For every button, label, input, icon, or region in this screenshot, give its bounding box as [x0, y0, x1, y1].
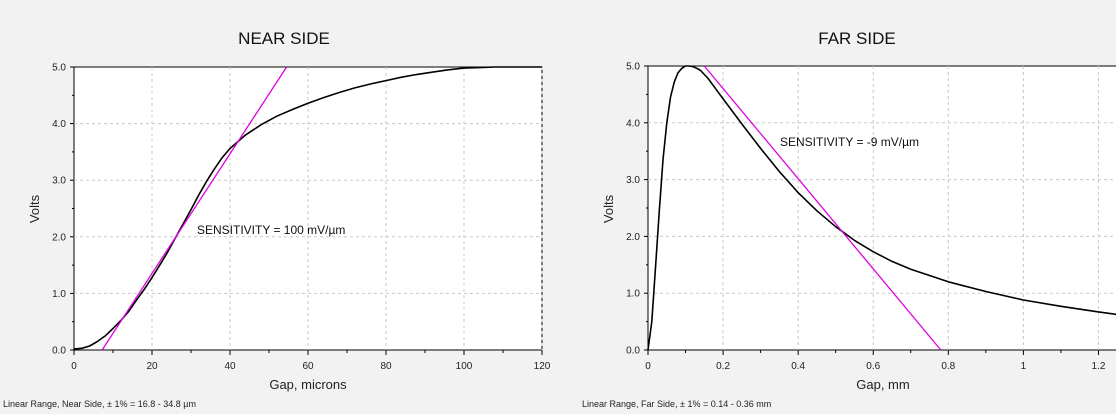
near-side-y-axis-title: Volts [27, 194, 42, 223]
near-side-y-tick-label: 3.0 [52, 176, 66, 187]
far-side-linear-range-note: Linear Range, Far Side, ± 1% = 0.14 - 0.… [582, 399, 771, 409]
near-side-x-tick-label: 20 [146, 361, 158, 372]
near-side-linear-range-note: Linear Range, Near Side, ± 1% = 16.8 - 3… [3, 399, 196, 409]
far-side-x-tick-label: 0.4 [791, 361, 805, 372]
far-side-y-tick-label: 3.0 [626, 175, 640, 186]
near-side-response-curve [73, 66, 542, 350]
far-side-x-axis-title: Gap, mm [856, 377, 909, 392]
near-side-y-tick-label: 2.0 [52, 232, 66, 243]
far-side-sensitivity-line [703, 65, 942, 351]
near-side-title: NEAR SIDE [238, 29, 330, 48]
near-side-series [73, 66, 542, 351]
near-side-y-tick-label: 0.0 [52, 346, 66, 357]
near-side-y-tick-label: 4.0 [52, 119, 66, 130]
far-side-y-tick-label: 0.0 [626, 346, 640, 357]
near-side-grid [74, 67, 543, 350]
far-side-ticks: 0 0.2 0.4 0.6 0.8 1 1.2 0.0 1.0 2.0 3.0 4.0 5.0 [626, 62, 1106, 373]
far-side-grid [648, 66, 1116, 350]
near-side-y-tick-label: 1.0 [52, 289, 66, 300]
far-side-y-tick-label: 1.0 [626, 289, 640, 300]
far-side-y-tick-label: 5.0 [626, 62, 640, 73]
near-side-x-tick-label: 100 [456, 361, 473, 372]
far-side-series [647, 65, 1116, 351]
near-side-chart: NEAR SIDE 0 20 40 60 80 100 120 0.0 1.0 2.0 3.0 4.0… [3, 29, 551, 409]
far-side-x-tick-label: 0.2 [716, 361, 730, 372]
far-side-x-tick-label: 0 [645, 361, 651, 372]
far-side-x-tick-label: 1.2 [1092, 361, 1106, 372]
far-side-title: FAR SIDE [818, 29, 895, 48]
near-side-x-tick-label: 80 [380, 361, 392, 372]
far-side-x-tick-label: 1 [1021, 361, 1027, 372]
far-side-y-axis-title: Volts [601, 194, 616, 223]
near-side-x-tick-label: 40 [224, 361, 236, 372]
far-side-sensitivity-label: SENSITIVITY = -9 mV/µm [780, 135, 919, 149]
far-side-chart: FAR SIDE 0 0.2 0.4 0.6 0.8 1 1.2 0.0 1.0 2.0 3.0 4.… [582, 29, 1116, 409]
near-side-x-tick-label: 120 [534, 361, 551, 372]
far-side-response-curve [647, 65, 1116, 351]
near-side-sensitivity-label: SENSITIVITY = 100 mV/µm [197, 223, 345, 237]
near-side-ticks: 0 20 40 60 80 100 120 0.0 1.0 2.0 3.0 4.0 5.0 [52, 63, 551, 373]
near-side-sensitivity-line [101, 66, 288, 351]
far-side-plot-area [647, 65, 1116, 351]
far-side-x-tick-label: 0.8 [941, 361, 955, 372]
far-side-x-tick-label: 0.6 [866, 361, 880, 372]
near-side-y-tick-label: 5.0 [52, 63, 66, 74]
far-side-y-tick-label: 2.0 [626, 232, 640, 243]
far-side-y-tick-label: 4.0 [626, 118, 640, 129]
near-side-x-axis-title: Gap, microns [269, 377, 347, 392]
near-side-x-tick-label: 0 [71, 361, 77, 372]
near-side-x-tick-label: 60 [302, 361, 314, 372]
